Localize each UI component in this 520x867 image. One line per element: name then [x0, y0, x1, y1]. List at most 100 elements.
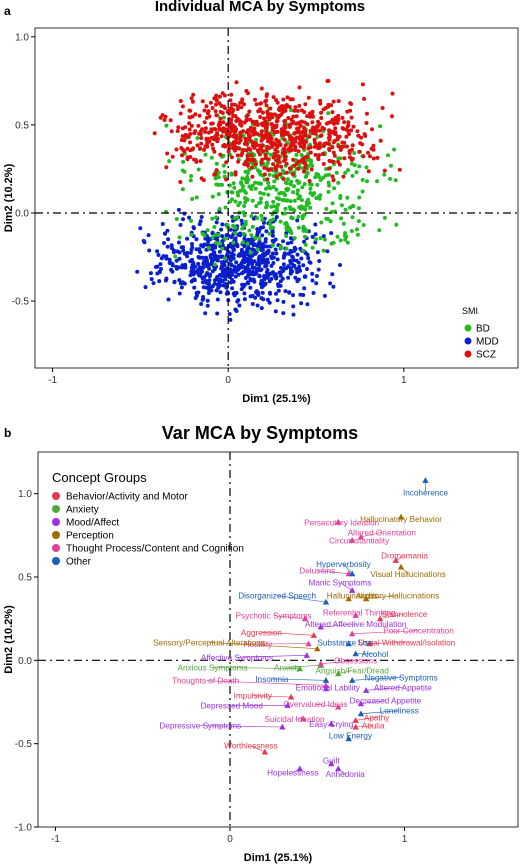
scatter-point-scz: [308, 150, 313, 155]
point-label: Aggression: [241, 628, 282, 637]
scatter-point-mdd: [262, 244, 267, 249]
scatter-point-scz: [344, 127, 349, 132]
point-marker: [279, 723, 286, 730]
scatter-point-scz: [272, 130, 277, 135]
scatter-point-mdd: [215, 311, 220, 316]
scatter-point-scz: [303, 129, 308, 134]
scatter-point-scz: [241, 148, 246, 153]
scatter-point-mdd: [249, 278, 254, 282]
scatter-point-mdd: [188, 250, 193, 255]
scatter-point-scz: [253, 130, 258, 135]
scatter-point-bd: [250, 161, 255, 166]
scatter-point-mdd: [259, 267, 264, 272]
scatter-point-bd: [295, 188, 300, 193]
point-label: Poor Concentration: [383, 627, 454, 636]
scatter-point-mdd: [270, 233, 275, 238]
scatter-point-mdd: [250, 265, 255, 270]
scatter-point-mdd: [245, 252, 250, 256]
scatter-point-mdd: [288, 266, 293, 271]
scatter-point-scz: [378, 138, 383, 143]
scatter-point-bd: [245, 180, 250, 185]
scatter-point-mdd: [212, 281, 217, 286]
scatter-point-mdd: [285, 241, 290, 246]
scatter-point-scz: [390, 114, 394, 119]
scatter-point-mdd: [267, 279, 272, 284]
scatter-point-scz: [198, 159, 203, 164]
scatter-point-scz: [274, 119, 279, 124]
scatter-point-scz: [316, 156, 321, 161]
scatter-point-bd: [339, 203, 344, 208]
scatter-point-mdd: [230, 286, 235, 291]
scatter-point-scz: [244, 89, 249, 93]
scatter-point-mdd: [181, 217, 185, 222]
scatter-point-mdd: [199, 302, 204, 306]
scatter-point-scz: [189, 123, 194, 128]
scatter-point-scz: [213, 134, 218, 139]
scatter-point-mdd: [205, 261, 210, 266]
scatter-point-bd: [343, 170, 348, 175]
scatter-point-mdd: [265, 297, 270, 302]
scatter-point-bd: [271, 185, 276, 189]
scatter-point-bd: [241, 231, 246, 236]
scatter-point-scz: [239, 105, 244, 110]
scatter-point-mdd: [166, 237, 171, 242]
scatter-point-mdd: [314, 281, 319, 286]
scatter-point-bd: [317, 174, 322, 179]
scatter-point-bd: [203, 152, 208, 157]
scatter-point-bd: [181, 159, 186, 164]
scatter-point-mdd: [160, 222, 165, 226]
scatter-point-scz: [335, 135, 340, 140]
point-label: Altered Orientation: [348, 528, 417, 537]
point-label: Anhedonia: [326, 770, 366, 779]
scatter-point-mdd: [207, 274, 212, 279]
scatter-point-mdd: [210, 269, 215, 274]
scatter-point-bd: [302, 212, 307, 217]
scatter-point-scz: [224, 160, 229, 165]
scatter-point-scz: [293, 105, 298, 110]
scatter-point-bd: [229, 190, 234, 195]
scatter-point-mdd: [206, 239, 211, 244]
scatter-point-mdd: [214, 220, 219, 225]
scatter-point-scz: [165, 151, 170, 156]
scatter-point-scz: [340, 115, 345, 120]
scatter-point-scz: [361, 154, 366, 159]
scatter-point-scz: [183, 132, 188, 137]
scatter-point-scz: [314, 143, 318, 147]
scatter-point-mdd: [187, 215, 192, 220]
scatter-point-bd: [321, 248, 326, 253]
scatter-point-scz: [250, 119, 255, 124]
scatter-point-scz: [272, 141, 277, 146]
scatter-point-mdd: [244, 259, 249, 264]
point-marker: [335, 703, 342, 710]
scatter-point-scz: [264, 148, 269, 152]
scatter-point-scz: [288, 166, 293, 171]
scatter-point-scz: [296, 159, 301, 164]
scatter-point-mdd: [313, 240, 318, 245]
scatter-point-bd: [357, 195, 362, 200]
scatter-point-bd: [225, 223, 230, 228]
scatter-point-scz: [291, 114, 296, 119]
scatter-point-scz: [264, 98, 269, 103]
scatter-point-scz: [254, 102, 259, 107]
scatter-point-bd: [361, 223, 366, 227]
scatter-point-scz: [284, 161, 289, 166]
scatter-point-scz: [238, 119, 243, 124]
scatter-point-bd: [300, 185, 305, 190]
scatter-point-scz: [260, 143, 265, 148]
scatter-point-scz: [324, 121, 329, 126]
scatter-point-scz: [241, 129, 246, 134]
point-label: Persecutory Ideation: [304, 518, 380, 527]
scatter-point-scz: [220, 111, 225, 115]
scatter-point-scz: [265, 111, 270, 116]
scatter-point-bd: [335, 234, 340, 239]
scatter-point-scz: [359, 135, 364, 140]
point-label: Circumstantiality: [329, 537, 390, 546]
scatter-point-mdd: [200, 269, 204, 274]
scatter-point-mdd: [218, 290, 223, 295]
legend-swatch-scz: [464, 350, 472, 358]
leader-line: [317, 570, 349, 574]
scatter-point-mdd: [177, 256, 182, 261]
scatter-point-bd: [281, 198, 286, 202]
point-marker: [322, 685, 330, 692]
point-marker: [352, 717, 359, 723]
